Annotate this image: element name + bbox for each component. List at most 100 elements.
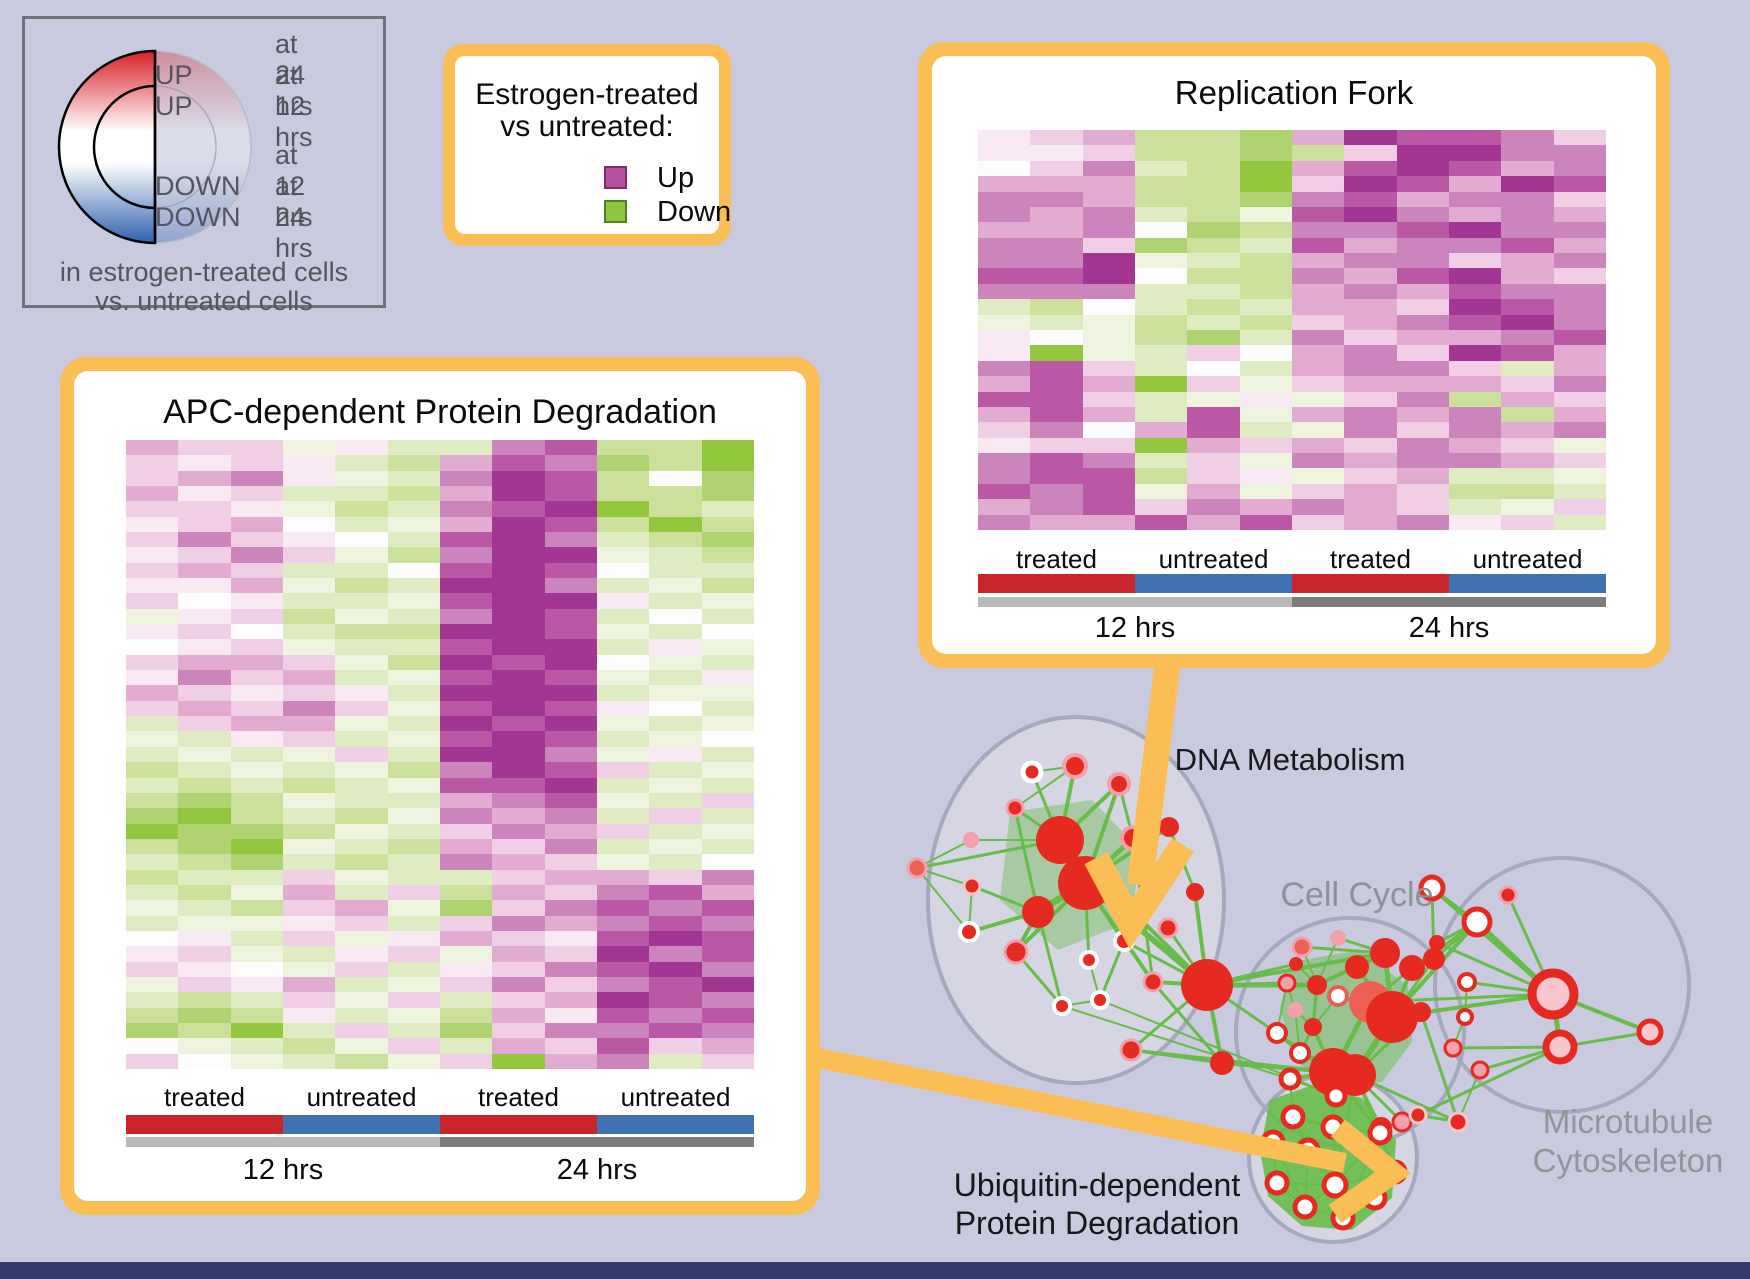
network-edge — [1337, 936, 1386, 955]
strip-label: treated — [1016, 543, 1097, 574]
network-edge — [1289, 1078, 1337, 1097]
network-edge — [1013, 807, 1040, 913]
network-node — [1304, 1018, 1322, 1036]
network-node — [1003, 939, 1029, 965]
network-edge — [1391, 992, 1554, 1019]
cluster-dna-metabolism — [926, 715, 1226, 1085]
network-edge — [1301, 946, 1318, 986]
legend-direction: DOWN — [155, 201, 241, 232]
legend-time: at 24 hrs — [275, 28, 313, 121]
network-edge — [1378, 1132, 1397, 1173]
strip-label: 12 hrs — [242, 1153, 324, 1186]
network-edge — [1342, 1132, 1381, 1219]
color-bar-segment — [283, 1115, 440, 1134]
network-node — [1291, 936, 1313, 958]
outer-ring-solid-half — [57, 49, 157, 245]
network-edge — [1088, 959, 1101, 1001]
network-edge — [1337, 994, 1393, 1019]
network-node — [1292, 1194, 1318, 1220]
network-edge — [1436, 920, 1478, 945]
replication-fork-heatmap — [978, 130, 1606, 530]
network-edge — [1331, 1126, 1337, 1186]
down-label: Down — [657, 196, 732, 228]
network-edge — [1193, 891, 1209, 986]
network-edge — [1316, 965, 1358, 987]
network-node — [1321, 1171, 1349, 1199]
network-edge — [1333, 1074, 1357, 1186]
estrogen-legend-title-line2: vs untreated: — [500, 110, 674, 143]
network-edge — [1312, 995, 1339, 1028]
network-edge — [1206, 981, 1288, 987]
network-edge — [1559, 1030, 1651, 1049]
network-node — [1391, 1111, 1413, 1133]
network-edge — [1058, 782, 1121, 842]
network-edge — [1014, 765, 1076, 809]
network-node — [1542, 1029, 1578, 1065]
network-edge — [1099, 999, 1337, 1097]
network-node — [1119, 1038, 1143, 1062]
apc-hour-labels: 12 hrs 24 hrs — [126, 1153, 754, 1187]
network-edge — [1083, 881, 1126, 943]
network-edge — [1286, 982, 1296, 1011]
network-edge — [1166, 927, 1209, 986]
network-node — [1005, 798, 1025, 818]
network-edge — [1430, 886, 1555, 996]
microtubule-label-line2: Cytoskeleton — [1533, 1142, 1724, 1179]
color-bar-segment — [1449, 574, 1606, 593]
network-edge — [1368, 999, 1394, 1020]
network-node — [1289, 957, 1303, 971]
network-node — [1307, 975, 1327, 995]
network-node — [1277, 973, 1297, 993]
network-node — [1345, 955, 1369, 979]
network-edge — [1353, 1074, 1383, 1129]
network-node — [1020, 760, 1044, 784]
network-edge — [1292, 1115, 1334, 1129]
network-node — [1498, 885, 1518, 905]
network-edge — [1272, 1141, 1278, 1184]
network-edge — [1299, 1051, 1334, 1074]
network-edge — [1550, 993, 1563, 1048]
network-node — [1186, 883, 1204, 901]
cluster-shapes — [926, 715, 1691, 1244]
network-node — [1447, 1111, 1469, 1133]
cluster-microtubule-cytoskeleton — [1433, 856, 1691, 1114]
legend-direction: UP — [155, 90, 193, 121]
network-edge — [1330, 1000, 1373, 1074]
network-node — [963, 832, 979, 848]
network-edge — [1332, 1125, 1381, 1135]
network-edge — [1014, 806, 1061, 842]
network-node — [1382, 1159, 1408, 1185]
network-edge — [1298, 1026, 1315, 1054]
network-edge — [1356, 951, 1386, 969]
network-node — [1052, 996, 1072, 1016]
network-edge — [1401, 1114, 1419, 1123]
legend-time: at 24 hrs — [275, 170, 313, 263]
network-edge — [1083, 836, 1135, 885]
arrow-apc-to-ubiquitin-head — [1328, 1119, 1412, 1223]
network-node — [1411, 1002, 1431, 1022]
network-node — [1330, 930, 1346, 946]
network-node — [1636, 1018, 1664, 1046]
inner-ring-solid-half — [92, 84, 156, 210]
strip-label: treated — [478, 1081, 559, 1112]
network-node — [1418, 874, 1446, 902]
network-edge — [1369, 992, 1554, 1004]
strip-label: 24 hrs — [556, 1153, 638, 1186]
network-node — [1260, 1129, 1286, 1155]
network-edge — [1433, 920, 1478, 961]
network-node — [1309, 1048, 1357, 1096]
network-node — [1324, 1084, 1348, 1108]
network-node — [1287, 1002, 1303, 1018]
network-edge — [1167, 826, 1197, 893]
network-edge — [1390, 920, 1479, 1019]
ring-legend-box: UP at 24 hrs UP at 12 hrs DOWN at 12 hrs… — [22, 16, 386, 316]
network-node — [1399, 955, 1425, 981]
network-node — [1320, 1114, 1346, 1140]
network-edge — [1311, 1026, 1335, 1073]
replication-fork-title: Replication Fork — [1174, 74, 1414, 111]
network-edge — [916, 867, 973, 887]
network-edge — [1294, 1009, 1314, 1028]
network-edge — [1098, 940, 1126, 1001]
network-edge — [1083, 882, 1091, 961]
network-edge — [1354, 1073, 1459, 1124]
